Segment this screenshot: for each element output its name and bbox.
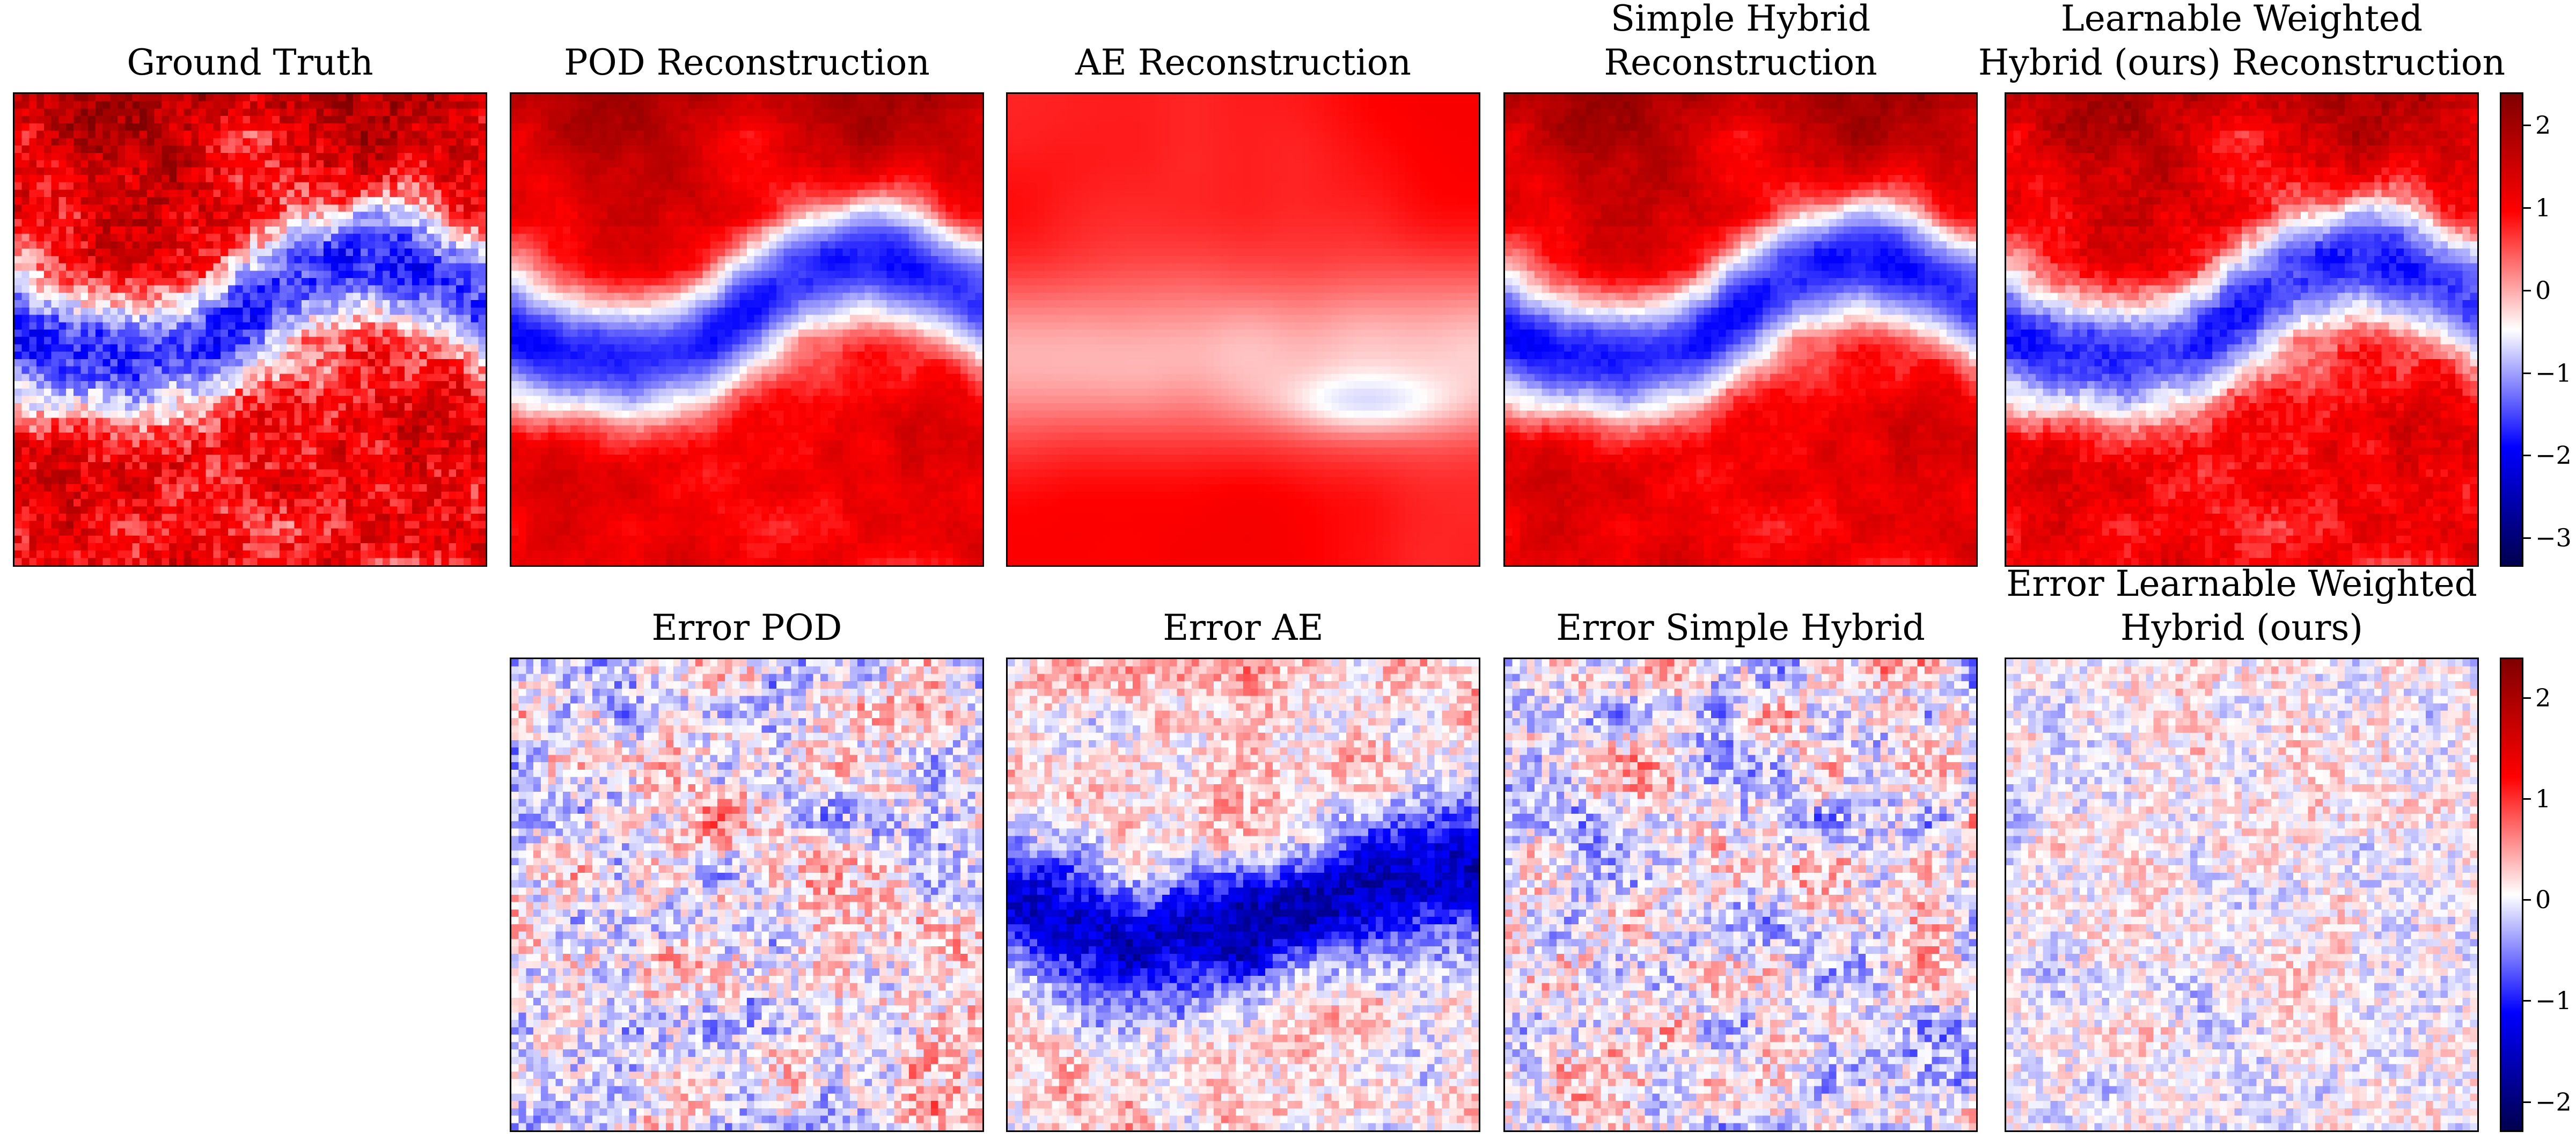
colorbar-tick-label: −2 [2535,1087,2572,1116]
pod-reconstruction-title: POD Reconstruction [429,41,1065,85]
colorbar-tick-label: 1 [2535,193,2551,223]
error-ae-heatmap-cells [1008,659,1479,1130]
colorbar-tick [2523,1000,2531,1002]
colorbar-tick-label: −3 [2535,523,2572,553]
title-line: AE Reconstruction [1075,42,1412,83]
learnable-hybrid-reconstruction-title: Learnable Weighted Hybrid (ours) Reconstr… [1924,0,2559,85]
ae-reconstruction-heatmap [1006,92,1480,567]
ae-reconstruction-heatmap-cells [1008,94,1479,565]
error-simple-hybrid-title: Error Simple Hybrid [1423,606,2058,650]
colorbar-tick [2523,697,2531,699]
colorbar-tick [2523,125,2531,127]
colorbar-tick-label: −2 [2535,441,2572,470]
ground-truth-heatmap-cells [14,94,486,565]
title-line: Error AE [1163,607,1324,648]
colorbar-tick [2523,1101,2531,1103]
error-learnable-hybrid-heatmap [2005,658,2479,1132]
colorbar-tick-label: 0 [2535,275,2551,305]
error-simple-hybrid-heatmap-cells [1505,659,1976,1130]
error-ae-title: Error AE [926,606,1561,650]
learnable-hybrid-reconstruction-heatmap-cells [2006,94,2477,565]
error-ae-heatmap [1006,658,1480,1132]
simple-hybrid-reconstruction-heatmap-cells [1505,94,1976,565]
title-line: Learnable Weighted [2060,0,2423,39]
title-line: POD Reconstruction [564,42,930,83]
title-line: Error Simple Hybrid [1556,607,1925,648]
title-line: Ground Truth [127,42,373,83]
ground-truth-title: Ground Truth [0,41,568,85]
ground-truth-heatmap [13,92,487,567]
error-learnable-hybrid-title: Error Learnable Weighted Hybrid (ours) [1924,562,2559,650]
simple-hybrid-reconstruction-title: Simple Hybrid Reconstruction [1423,0,2058,85]
error-pod-title: Error POD [429,606,1065,650]
ae-reconstruction-title: AE Reconstruction [926,41,1561,85]
learnable-hybrid-reconstruction-heatmap [2005,92,2479,567]
error-learnable-hybrid-heatmap-cells [2006,659,2477,1130]
colorbar-tick [2523,455,2531,457]
colorbar-tick [2523,537,2531,539]
colorbar-tick [2523,372,2531,374]
colorbar-tick-label: −1 [2535,986,2572,1016]
title-line: Error POD [651,607,842,648]
error-pod-heatmap-cells [511,659,982,1130]
colorbar-tick-label: −1 [2535,358,2572,388]
title-line: Error Learnable Weighted [2006,563,2477,604]
title-line: Hybrid (ours) [2120,607,2364,648]
error-pod-heatmap [510,658,984,1132]
title-line: Reconstruction [1604,42,1877,83]
pod-reconstruction-heatmap [510,92,984,567]
title-line: Hybrid (ours) Reconstruction [1978,42,2506,83]
pod-reconstruction-heatmap-cells [511,94,982,565]
colorbar-tick-label: 2 [2535,683,2551,713]
colorbar-tick-label: 2 [2535,111,2551,140]
colorbar-tick [2523,798,2531,800]
colorbar-tick-label: 1 [2535,784,2551,814]
colorbar-row-1 [2500,92,2523,567]
title-line: Simple Hybrid [1610,0,1871,39]
colorbar-tick-label: 0 [2535,885,2551,915]
simple-hybrid-reconstruction-heatmap [1503,92,1978,567]
colorbar-tick [2523,899,2531,901]
error-simple-hybrid-heatmap [1503,658,1978,1132]
colorbar-tick [2523,289,2531,291]
colorbar-row-2 [2500,658,2523,1132]
colorbar-tick [2523,207,2531,209]
